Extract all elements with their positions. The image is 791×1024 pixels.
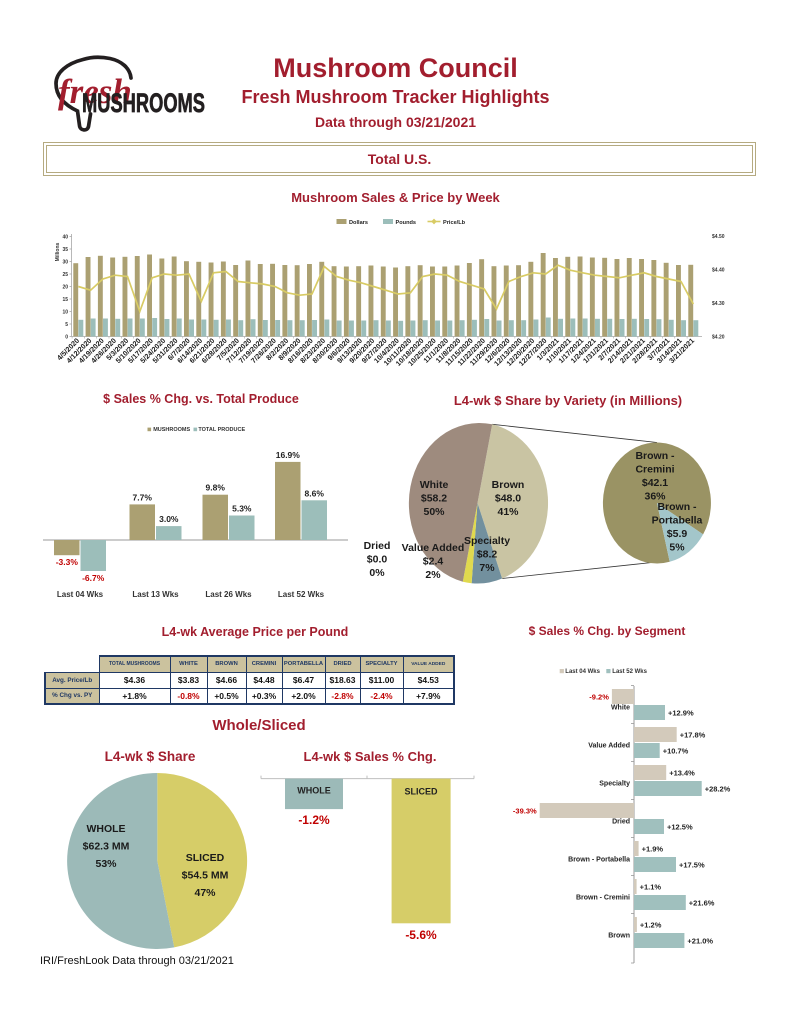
svg-text:+12.9%: +12.9% — [668, 709, 694, 718]
svg-text:7%: 7% — [479, 562, 495, 574]
svg-text:5.3%: 5.3% — [232, 504, 252, 514]
svg-text:20: 20 — [62, 284, 68, 290]
svg-text:WHOLE: WHOLE — [297, 786, 331, 796]
svg-text:-9.2%: -9.2% — [589, 693, 609, 702]
svg-text:Value Added: Value Added — [588, 743, 630, 750]
svg-text:$0.0: $0.0 — [367, 554, 388, 566]
svg-text:5: 5 — [65, 322, 68, 328]
svg-text:+10.7%: +10.7% — [663, 747, 689, 756]
svg-text:15: 15 — [62, 297, 68, 303]
svg-text:Brown: Brown — [492, 479, 525, 491]
svg-text:$4.20: $4.20 — [712, 334, 725, 340]
svg-text:+21.6%: +21.6% — [689, 899, 715, 908]
svg-text:7.7%: 7.7% — [133, 492, 153, 502]
svg-text:Price/Lb: Price/Lb — [443, 220, 466, 226]
svg-text:Brown -: Brown - — [635, 450, 675, 462]
svg-text:35: 35 — [62, 247, 68, 253]
svg-text:$2.4: $2.4 — [423, 556, 444, 568]
svg-text:10: 10 — [62, 309, 68, 315]
svg-text:3.0%: 3.0% — [159, 514, 179, 524]
svg-text:+17.8%: +17.8% — [680, 731, 706, 740]
svg-text:$54.5 MM: $54.5 MM — [182, 870, 229, 882]
svg-text:Last 26 Wks: Last 26 Wks — [205, 590, 252, 599]
svg-text:+1.2%: +1.2% — [640, 921, 662, 930]
svg-text:$58.2: $58.2 — [421, 493, 447, 505]
svg-text:9.8%: 9.8% — [206, 483, 226, 493]
svg-text:$48.0: $48.0 — [495, 493, 521, 505]
svg-text:Dried: Dried — [612, 819, 630, 826]
svg-text:$62.3 MM: $62.3 MM — [83, 841, 130, 853]
svg-text:$5.9: $5.9 — [667, 528, 688, 540]
svg-text:+28.2%: +28.2% — [705, 785, 731, 794]
svg-text:MUSHROOMS: MUSHROOMS — [82, 88, 205, 118]
svg-text:2%: 2% — [425, 569, 441, 581]
svg-text:Portabella: Portabella — [652, 515, 703, 527]
svg-text:Brown - Portabella: Brown - Portabella — [568, 857, 630, 864]
svg-text:+21.0%: +21.0% — [687, 937, 713, 946]
svg-text:$4.30: $4.30 — [712, 301, 725, 307]
svg-text:0%: 0% — [369, 567, 385, 579]
svg-text:Last 52 Wks: Last 52 Wks — [612, 669, 647, 675]
svg-text:50%: 50% — [423, 506, 445, 518]
svg-text:8.6%: 8.6% — [305, 488, 325, 498]
svg-text:Brown - Cremini: Brown - Cremini — [576, 895, 630, 902]
svg-text:40: 40 — [62, 234, 68, 240]
svg-text:36%: 36% — [644, 491, 666, 503]
svg-text:WHOLE: WHOLE — [86, 823, 125, 835]
svg-text:53%: 53% — [95, 858, 117, 870]
svg-text:Pounds: Pounds — [396, 220, 417, 226]
svg-text:41%: 41% — [497, 506, 519, 518]
svg-text:Brown: Brown — [608, 933, 630, 940]
svg-text:Brown -: Brown - — [657, 501, 697, 513]
svg-text:fresh: fresh — [58, 72, 132, 111]
svg-text:-39.3%: -39.3% — [513, 807, 537, 816]
svg-text:+1.9%: +1.9% — [642, 845, 664, 854]
svg-text:MUSHROOMS: MUSHROOMS — [153, 427, 190, 433]
svg-text:Last 04 Wks: Last 04 Wks — [57, 590, 104, 599]
svg-text:White: White — [611, 705, 630, 712]
svg-text:SLICED: SLICED — [186, 852, 225, 864]
svg-text:Specialty: Specialty — [599, 781, 630, 788]
svg-text:47%: 47% — [194, 887, 216, 899]
svg-text:$8.2: $8.2 — [477, 549, 498, 561]
svg-text:Dollars: Dollars — [349, 220, 368, 226]
svg-text:Millions: Millions — [55, 242, 61, 261]
svg-text:Cremini: Cremini — [635, 464, 674, 476]
svg-text:-1.2%: -1.2% — [298, 813, 330, 827]
svg-text:Value Added: Value Added — [402, 542, 465, 554]
svg-text:Specialty: Specialty — [464, 535, 510, 547]
svg-text:0: 0 — [65, 334, 68, 340]
svg-text:Last 04 Wks: Last 04 Wks — [565, 669, 600, 675]
svg-text:+12.5%: +12.5% — [667, 823, 693, 832]
svg-text:+17.5%: +17.5% — [679, 861, 705, 870]
svg-text:25: 25 — [62, 272, 68, 278]
svg-text:+1.1%: +1.1% — [640, 883, 662, 892]
svg-text:Last 13 Wks: Last 13 Wks — [132, 590, 179, 599]
svg-text:-6.7%: -6.7% — [82, 573, 105, 583]
svg-text:Last 52 Wks: Last 52 Wks — [278, 590, 325, 599]
svg-text:SLICED: SLICED — [404, 787, 438, 797]
svg-text:$4.40: $4.40 — [712, 267, 725, 273]
svg-text:-3.3%: -3.3% — [56, 557, 79, 567]
svg-text:White: White — [420, 479, 449, 491]
svg-text:Dried: Dried — [364, 540, 391, 552]
svg-text:5%: 5% — [669, 542, 685, 554]
svg-text:+13.4%: +13.4% — [669, 769, 695, 778]
svg-text:$4.50: $4.50 — [712, 234, 725, 240]
svg-text:16.9%: 16.9% — [276, 450, 301, 460]
svg-text:30: 30 — [62, 259, 68, 265]
svg-text:TOTAL PRODUCE: TOTAL PRODUCE — [198, 427, 245, 433]
svg-text:$42.1: $42.1 — [642, 477, 668, 489]
svg-text:-5.6%: -5.6% — [405, 928, 437, 942]
